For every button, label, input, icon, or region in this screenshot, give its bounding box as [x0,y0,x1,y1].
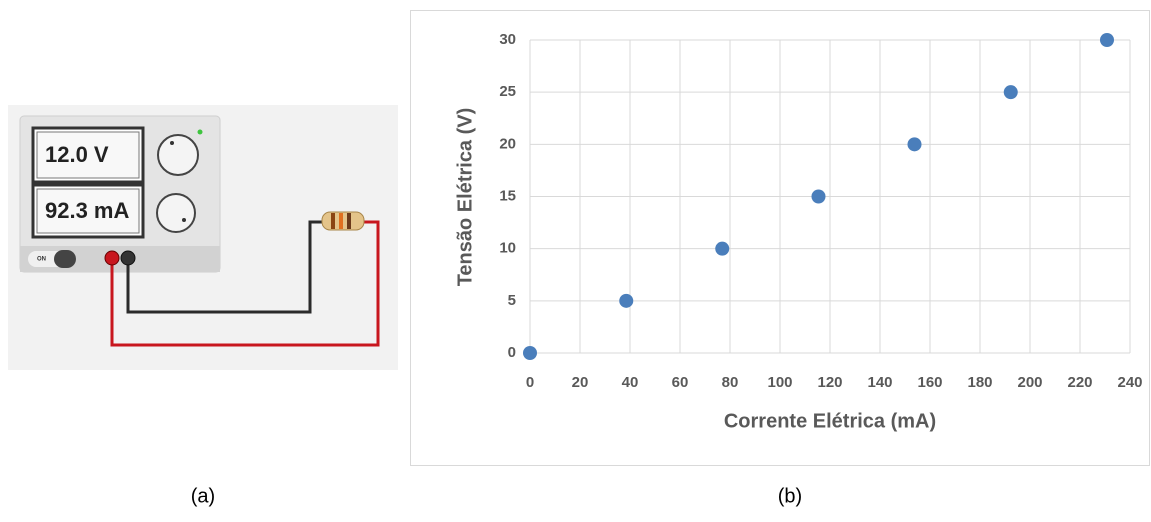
x-tick-label: 120 [817,374,842,391]
knob-dot [170,141,174,145]
y-tick-label: 15 [499,187,516,204]
x-tick-label: 20 [572,374,589,391]
x-tick-label: 140 [867,374,892,391]
figure: 12.0 V 92.3 mA ON Corrente Elétrica (mA)… [0,0,1151,517]
caption: (a) [191,485,215,507]
data-point [1004,85,1018,99]
y-tick-label: 25 [499,83,516,100]
y-tick-label: 10 [499,240,516,257]
y-tick-label: 5 [508,292,516,309]
data-point [812,190,826,204]
voltage-display: 12.0 V [45,142,109,167]
x-tick-label: 240 [1117,374,1142,391]
x-tick-label: 60 [672,374,689,391]
x-tick-label: 0 [526,374,534,391]
knob [158,135,198,175]
red-terminal [105,251,119,265]
resistor-band [347,213,351,229]
x-tick-label: 80 [722,374,739,391]
resistor-band [331,213,335,229]
resistor-band [339,213,343,229]
switch [54,250,76,268]
current-display: 92.3 mA [45,198,129,223]
x-tick-label: 200 [1017,374,1042,391]
caption: (b) [778,485,802,507]
indicator [198,130,203,135]
data-point [908,137,922,151]
y-tick-label: 20 [499,135,516,152]
x-tick-label: 40 [622,374,639,391]
black-terminal [121,251,135,265]
y-tick-label: 30 [499,31,516,48]
power-supply-illustration: 12.0 V 92.3 mA ON [8,105,398,370]
data-point [715,242,729,256]
data-point [523,346,537,360]
page: {"panel_a": {"voltage_display": "12.0 V"… [0,0,1151,517]
x-tick-label: 160 [917,374,942,391]
x-tick-label: 180 [967,374,992,391]
switch-label: ON [37,257,46,263]
data-point [619,294,633,308]
knob [157,194,195,232]
x-tick-label: 220 [1067,374,1092,391]
data-point [1100,33,1114,47]
y-tick-label: 0 [508,344,516,361]
y-axis-title: Tensão Elétrica (V) [454,108,476,287]
knob-dot [182,218,186,222]
x-axis-title: Corrente Elétrica (mA) [724,410,936,432]
x-tick-label: 100 [767,374,792,391]
